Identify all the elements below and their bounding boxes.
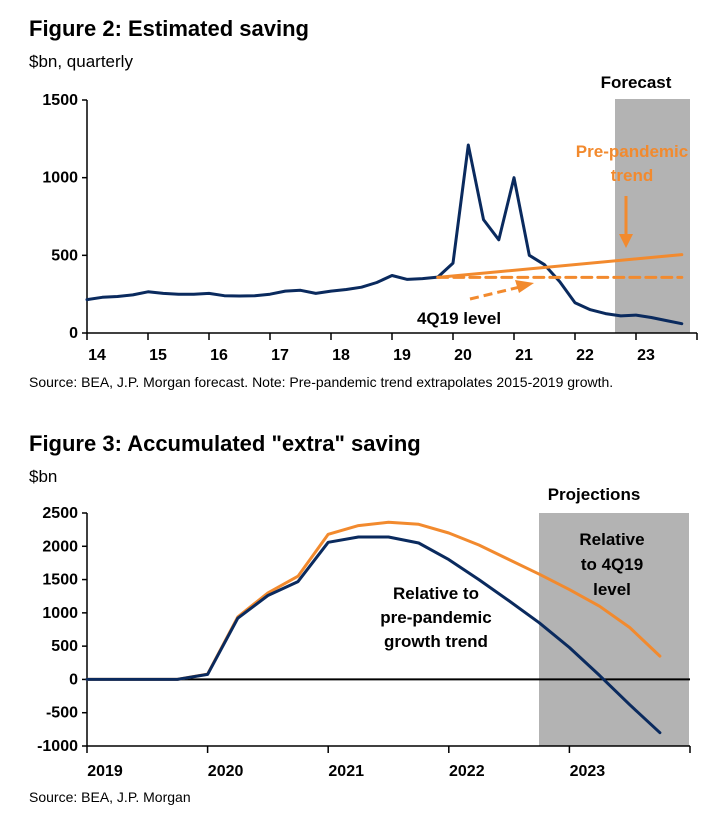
relative-level-label-1: Relative (579, 530, 644, 549)
fig2-series-pre-pandemic-trend (436, 253, 684, 279)
fig3-x-tick-label: 2021 (328, 763, 364, 780)
fig2-x-tick-label: 14 (88, 347, 106, 364)
fig2-x-tick-label: 22 (576, 347, 594, 364)
relative-trend-label-2: pre-pandemic (380, 608, 491, 627)
figure-3-title: Figure 3: Accumulated "extra" saving (29, 431, 421, 456)
fig3-y-tick-label: 500 (51, 638, 78, 655)
fig3-y-tick-label: -500 (46, 705, 78, 722)
fig2-x-tick-label: 21 (515, 347, 533, 364)
fig3-x-tick-label: 2019 (87, 763, 123, 780)
fig3-x-tick-label: 2023 (570, 763, 606, 780)
fig2-y-tick-label: 1000 (42, 170, 78, 187)
trend-arrow (619, 196, 633, 248)
fig2-x-tick-label: 23 (637, 347, 655, 364)
fig3-y-tick-label: 2500 (42, 505, 78, 522)
fig3-series-relative-to-pre-pandemic-growth-trend (85, 535, 662, 735)
projections-shade (539, 513, 689, 746)
fig3-x-tick-label: 2020 (208, 763, 244, 780)
fig3-y-tick-label: 1000 (42, 605, 78, 622)
figure-2-source: Source: BEA, J.P. Morgan forecast. Note:… (29, 374, 614, 390)
fig3-y-tick-label: 2000 (42, 538, 78, 555)
fig2-x-tick-label: 16 (210, 347, 228, 364)
figure-2-title: Figure 2: Estimated saving (29, 16, 309, 41)
figure-2-unit: $bn, quarterly (29, 52, 133, 71)
relative-level-label-3: level (593, 580, 631, 599)
fig2-y-tick-label: 1500 (42, 92, 78, 109)
fig2-x-tick-label: 18 (332, 347, 350, 364)
fig3-y-tick-label: 1500 (42, 572, 78, 589)
fig2-y-tick-label: 0 (69, 325, 78, 342)
fig2-y-tick-label: 500 (51, 247, 78, 264)
forecast-label: Forecast (601, 73, 672, 92)
relative-level-label-2: to 4Q19 (581, 555, 643, 574)
figure-3-source: Source: BEA, J.P. Morgan (29, 789, 191, 805)
fig2-x-tick-label: 19 (393, 347, 411, 364)
fig3-x-tick-label: 2022 (449, 763, 485, 780)
4q19-level-label: 4Q19 level (417, 309, 501, 328)
pre-pandemic-trend-label-line2: trend (611, 166, 654, 185)
relative-trend-label-3: growth trend (384, 632, 488, 651)
figure-3-chart: Projections -1000 -500 0 500 1000 1500 2000 250… (37, 485, 691, 780)
fig2-x-tick-label: 15 (149, 347, 167, 364)
projections-label: Projections (548, 485, 641, 504)
figure-3-unit: $bn (29, 467, 58, 486)
relative-trend-label-1: Relative to (393, 584, 479, 603)
level-arrow (469, 280, 534, 301)
figure-2-chart: Forecast 0 500 1000 1500 14 15 16 17 18 19 20 21 22 2… (42, 73, 698, 364)
fig3-y-tick-label: 0 (69, 671, 78, 688)
pre-pandemic-trend-label-line1: Pre-pandemic (576, 142, 688, 161)
fig2-x-tick-label: 20 (454, 347, 472, 364)
fig2-x-tick-label: 17 (271, 347, 289, 364)
fig3-y-tick-label: -1000 (37, 738, 78, 755)
fig2-series-estimated-saving (85, 143, 684, 326)
